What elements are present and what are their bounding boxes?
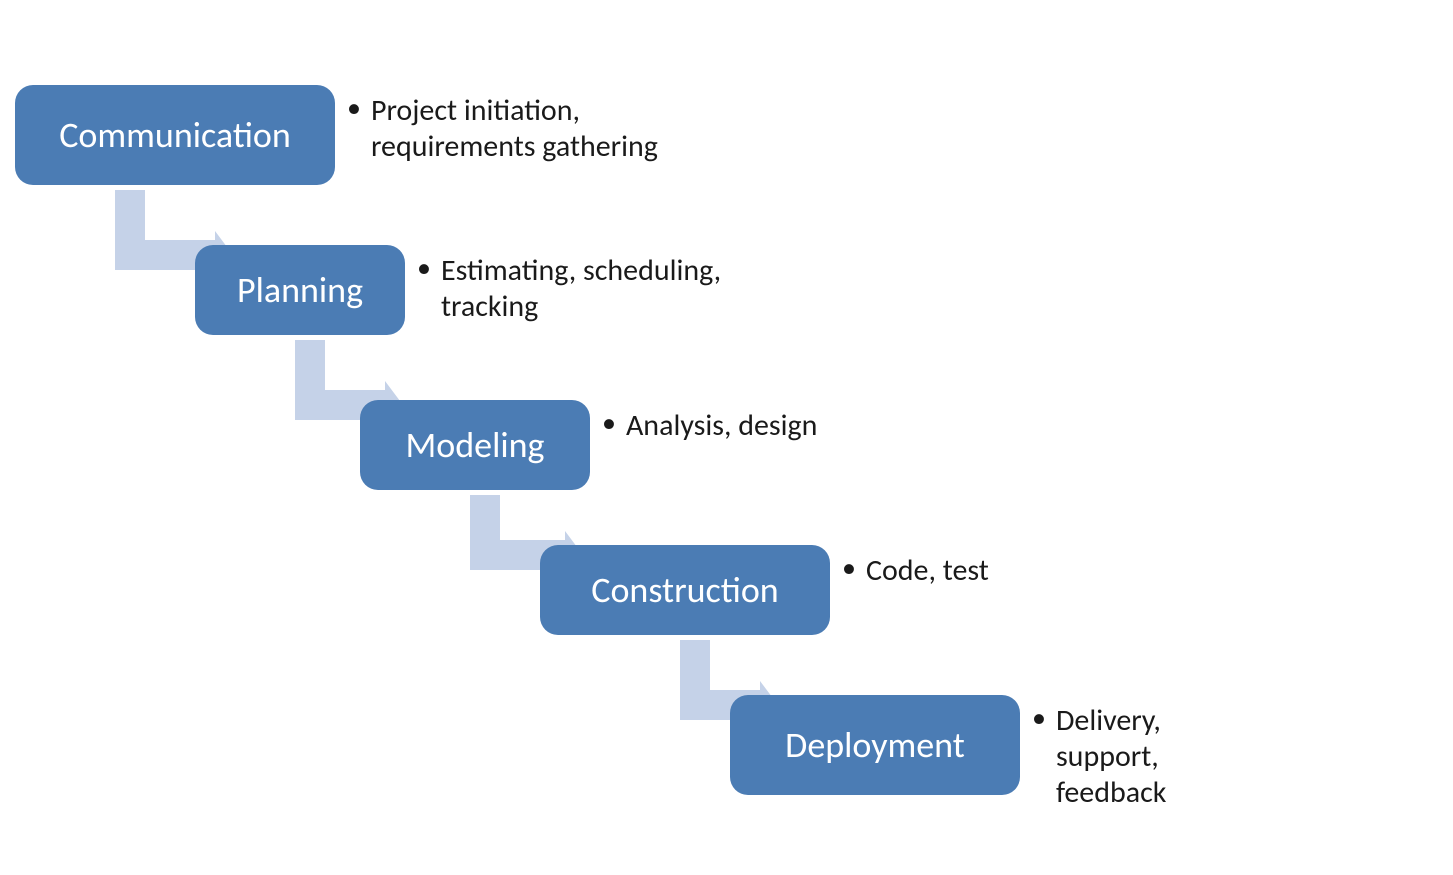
step-description-text-construction: Code, test xyxy=(866,553,989,589)
step-box-construction: Construction xyxy=(540,545,830,635)
bullet-icon: • xyxy=(842,553,856,584)
step-box-modeling: Modeling xyxy=(360,400,590,490)
step-description-planning: • Estimating, scheduling, tracking xyxy=(417,253,777,325)
step-description-text-modeling: Analysis, design xyxy=(626,408,817,444)
step-description-construction: • Code, test xyxy=(842,553,1062,589)
step-deployment: Deployment • Delivery, support, feedback xyxy=(730,695,1192,811)
process-flow-diagram: Communication • Project initiation, requir… xyxy=(0,0,1453,875)
step-construction: Construction • Code, test xyxy=(540,545,1062,635)
step-description-text-deployment: Delivery, support, feedback xyxy=(1056,703,1192,811)
step-description-communication: • Project initiation, requirements gather… xyxy=(347,93,687,165)
step-description-text-planning: Estimating, scheduling, tracking xyxy=(441,253,777,325)
step-description-deployment: • Delivery, support, feedback xyxy=(1032,703,1192,811)
step-box-planning: Planning xyxy=(195,245,405,335)
step-communication: Communication • Project initiation, requir… xyxy=(15,85,687,185)
bullet-icon: • xyxy=(347,93,361,124)
step-box-communication: Communication xyxy=(15,85,335,185)
step-modeling: Modeling • Analysis, design xyxy=(360,400,882,490)
step-description-modeling: • Analysis, design xyxy=(602,408,882,444)
step-box-deployment: Deployment xyxy=(730,695,1020,795)
bullet-icon: • xyxy=(417,253,431,284)
step-description-text-communication: Project initiation, requirements gatheri… xyxy=(371,93,687,165)
bullet-icon: • xyxy=(1032,703,1046,734)
step-planning: Planning • Estimating, scheduling, trackin… xyxy=(195,245,777,335)
bullet-icon: • xyxy=(602,408,616,439)
